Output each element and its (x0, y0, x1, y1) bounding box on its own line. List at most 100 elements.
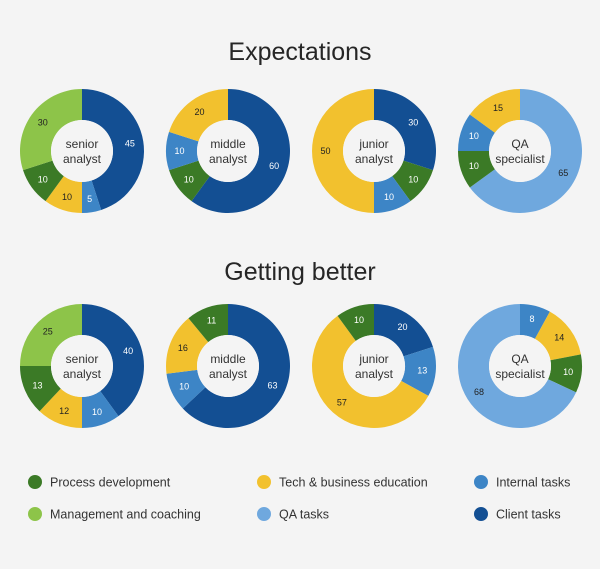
slice-value-label: 10 (469, 161, 479, 171)
center-label: analyst (209, 152, 248, 166)
donut-slice (19, 89, 83, 171)
donut-slice (169, 160, 210, 202)
legend-marker (257, 475, 271, 489)
slice-value-label: 30 (38, 117, 48, 127)
slice-value-label: 10 (179, 382, 189, 392)
legend-marker (474, 475, 488, 489)
slice-value-label: 10 (174, 146, 184, 156)
slice-value-label: 30 (408, 117, 418, 127)
slice-value-label: 20 (397, 322, 407, 332)
donut-slice (188, 304, 228, 343)
donut-hole (343, 120, 405, 182)
donut-slice (548, 354, 583, 393)
legend-marker (474, 507, 488, 521)
slice-value-label: 10 (92, 407, 102, 417)
slice-value-label: 13 (417, 366, 427, 376)
slice-value-label: 10 (563, 367, 573, 377)
donut-slice (82, 180, 102, 213)
donut-slice (469, 89, 582, 214)
slice-value-label: 10 (184, 175, 194, 185)
donut-slice (311, 315, 429, 429)
donut-slice (374, 176, 411, 213)
center-label: specialist (495, 152, 545, 166)
legend-marker (257, 507, 271, 521)
donut-slice (20, 304, 82, 366)
legend-item: Client tasks (474, 507, 561, 522)
slice-value-label: 12 (59, 406, 69, 416)
slice-value-label: 16 (178, 343, 188, 353)
slice-value-label: 40 (123, 346, 133, 356)
donut-slice (191, 89, 290, 213)
slice-value-label: 10 (408, 175, 418, 185)
slice-value-label: 10 (384, 192, 394, 202)
center-label: middle (210, 137, 246, 151)
slice-value-label: 15 (493, 103, 503, 113)
donut-hole (343, 335, 405, 397)
legend-item: QA tasks (257, 507, 329, 522)
legend-item: Process development (28, 475, 171, 490)
center-label: specialist (495, 367, 545, 381)
legend-marker (28, 475, 42, 489)
donut-hole (489, 335, 551, 397)
center-label: senior (66, 352, 99, 366)
legend-label: Management and coaching (50, 508, 201, 522)
slice-value-label: 20 (194, 107, 204, 117)
slice-value-label: 5 (87, 194, 92, 204)
donut-slice (166, 131, 199, 171)
center-label: junior (358, 352, 388, 366)
slice-value-label: 10 (38, 175, 48, 185)
donut-hole (197, 120, 259, 182)
center-label: senior (66, 137, 99, 151)
legend-label: QA tasks (279, 508, 329, 522)
slice-value-label: 68 (474, 387, 484, 397)
slice-value-label: 10 (354, 315, 364, 325)
slice-value-label: 63 (268, 380, 278, 390)
center-label: middle (210, 352, 246, 366)
center-label: QA (511, 137, 528, 151)
center-label: QA (511, 352, 528, 366)
donut-slice (457, 304, 577, 429)
donut-slice (534, 311, 581, 361)
donut-slice (82, 391, 119, 428)
donut-slice (45, 176, 82, 213)
donut-slice (20, 366, 61, 412)
slice-value-label: 13 (32, 380, 42, 390)
donut-slice (82, 89, 144, 210)
legend-label: Internal tasks (496, 476, 570, 490)
legend-item: Tech & business education (257, 475, 428, 490)
donut-slice (469, 89, 520, 133)
center-label: analyst (63, 152, 102, 166)
legend-marker (28, 507, 42, 521)
donut-slice (23, 160, 64, 202)
slice-value-label: 10 (62, 192, 72, 202)
slice-value-label: 57 (337, 397, 347, 407)
donut-slice (392, 160, 433, 202)
section-title: Expectations (228, 38, 371, 66)
donut-slice (458, 114, 495, 151)
legend-item: Internal tasks (474, 475, 570, 490)
slice-value-label: 11 (207, 315, 216, 325)
donut-slice (337, 304, 374, 341)
donut-slice (401, 346, 437, 396)
donut-hole (51, 120, 113, 182)
legend-label: Process development (50, 476, 171, 490)
donut-slice (169, 89, 228, 142)
donut-slice (182, 304, 290, 428)
donut-slice (166, 369, 206, 409)
center-label: junior (358, 137, 388, 151)
donut-slice (458, 151, 495, 188)
slice-value-label: 14 (554, 332, 564, 342)
donut-slice (374, 89, 437, 171)
center-label: analyst (209, 367, 248, 381)
slice-value-label: 25 (43, 327, 53, 337)
donut-hole (51, 335, 113, 397)
slice-value-label: 65 (558, 168, 568, 178)
